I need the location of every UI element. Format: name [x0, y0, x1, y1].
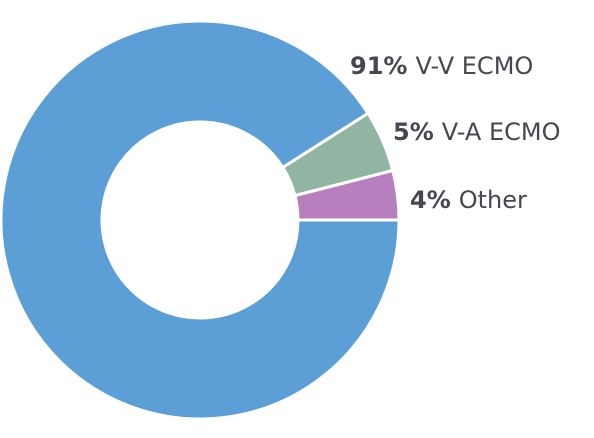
slice-label: 4% Other [410, 186, 527, 214]
slice-label: 5% V-A ECMO [393, 118, 560, 146]
value-label: 4% [410, 186, 451, 214]
slice [293, 168, 401, 222]
slice [0, 19, 401, 421]
category-label: Other [459, 186, 527, 214]
category-label: V-A ECMO [442, 118, 561, 146]
value-label: 91% [350, 52, 407, 80]
category-label: V-V ECMO [415, 52, 533, 80]
value-label: 5% [393, 118, 434, 146]
slice-label: 91% V-V ECMO [350, 52, 533, 80]
